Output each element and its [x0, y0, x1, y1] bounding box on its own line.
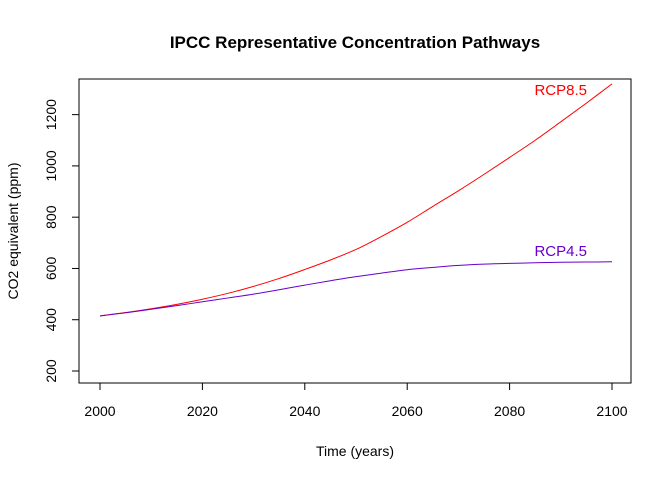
series-label-rcp45: RCP4.5: [534, 243, 587, 260]
x-tick-label: 2000: [84, 403, 115, 419]
y-tick-label: 1200: [43, 99, 59, 130]
series-label-rcp85: RCP8.5: [534, 82, 587, 99]
y-tick-label: 800: [43, 205, 59, 229]
x-tick-label: 2100: [596, 403, 627, 419]
y-tick-label: 1000: [43, 150, 59, 181]
series-line-rcp85: [99, 83, 613, 317]
x-axis: 2000 2020 2040 2060 2080 2100: [84, 382, 628, 419]
y-axis-label: CO2 equivalent (ppm): [5, 163, 21, 300]
y-axis: 200 400 600 800 1000 1200: [43, 99, 80, 383]
x-tick-label: 2080: [494, 403, 525, 419]
x-axis-label: Time (years): [316, 443, 394, 459]
series-layer: [99, 83, 613, 317]
series-labels: RCP8.5 RCP4.5: [534, 82, 587, 260]
x-tick-label: 2040: [289, 403, 320, 419]
series-line-rcp45: [99, 261, 613, 317]
x-tick-label: 2020: [187, 403, 218, 419]
y-tick-label: 200: [43, 359, 59, 383]
x-tick-label: 2060: [392, 403, 423, 419]
plot-area-frame: [78, 78, 632, 384]
chart-title: IPCC Representative Concentration Pathwa…: [170, 33, 540, 52]
y-tick-label: 400: [43, 308, 59, 332]
y-tick-label: 600: [43, 257, 59, 281]
